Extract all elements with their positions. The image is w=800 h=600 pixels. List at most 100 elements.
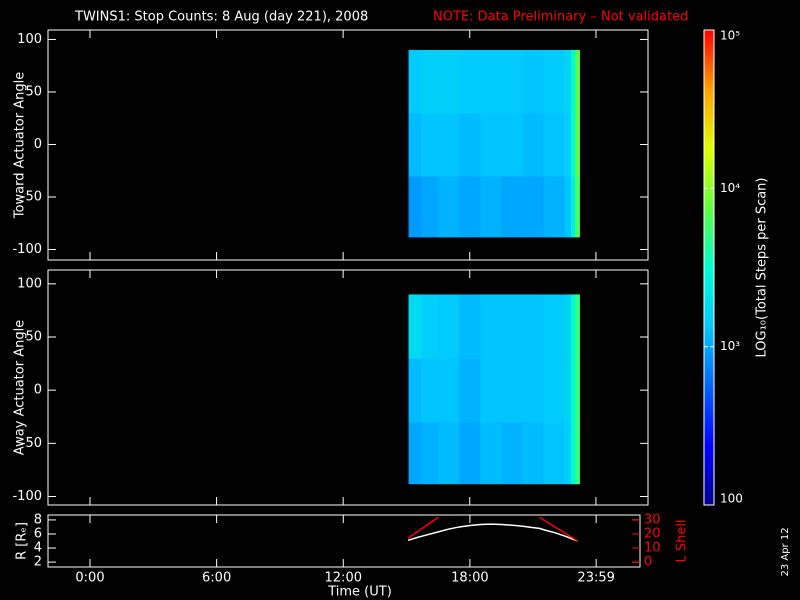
heat-cell [522,112,545,177]
heat-cell [408,294,422,359]
heat-cell [522,175,545,238]
y-tick-label: 100 [17,276,42,291]
y-tick-label: 50 [25,329,42,344]
y-tick-label: 4 [34,541,42,556]
heat-cell [408,422,422,485]
heat-cell [438,112,460,177]
heat-cell [575,49,580,114]
heat-cell [438,175,460,238]
heat-cell [421,175,439,238]
heat-cell [570,422,576,485]
heat-cell [421,422,439,485]
colorbar [703,29,715,506]
y2-tick-label: 20 [644,527,661,542]
note: NOTE: Data Preliminary – Not validated [433,10,688,25]
y-tick-label: 50 [25,84,42,99]
y-tick-label: -100 [12,489,42,504]
x-tick-label: 12:00 [325,571,362,586]
series-line [407,523,578,542]
heat-cell [570,358,576,423]
heat-cell [480,112,502,177]
heat-cell [501,112,523,177]
x-axis-label: Time (UT) [327,585,392,600]
heat-cell [501,358,523,423]
y-tick-label: 0 [34,137,42,152]
heat-cell [575,358,580,423]
y2-axis-label: L Shell [675,519,690,562]
heat-cell [480,422,502,485]
heat-cell [575,422,580,485]
colorbar-label: LOG₁₀(Total Steps per Scan) [755,178,770,358]
heat-cell [543,175,566,238]
heat-cell [480,175,502,238]
y-tick-label: 6 [34,526,42,541]
heat-cell [543,49,566,114]
heat-cell [480,49,502,114]
heat-cell [570,112,576,177]
y-tick-label: -100 [12,242,42,257]
heat-cell [522,49,545,114]
heat-cell [564,49,572,114]
heat-cell [570,294,576,359]
plot-area [407,516,578,542]
colorbar-tick-label: 100 [720,492,743,506]
heat-cell [564,358,572,423]
axis-frame [47,514,641,568]
heat-cell [421,294,439,359]
heat-cell [570,49,576,114]
heat-cell [459,112,481,177]
heat-cell [522,294,545,359]
heat-cell [522,358,545,423]
heat-cell [501,175,523,238]
heat-cell [438,358,460,423]
heat-cell [421,49,439,114]
series-line [407,516,578,542]
y-tick-label: 100 [17,32,42,47]
heat-cell [408,358,422,423]
heat-cell [543,112,566,177]
heat-cell [575,112,580,177]
date-stamp: 23 Apr 12 [780,527,791,576]
heat-cell [570,175,576,238]
heat-cell [522,422,545,485]
colorbar-tick-label: 10⁴ [720,181,740,195]
heat-cell [408,49,422,114]
heat-cell [543,294,566,359]
heat-cell [480,294,502,359]
y-tick-label: -50 [21,436,42,451]
heat-cell [459,49,481,114]
heat-cell [564,294,572,359]
y2-tick-label: 30 [644,513,661,528]
heat-cell [543,422,566,485]
heat-cell [438,422,460,485]
y-tick-label: 2 [34,555,42,570]
heat-cell [408,112,422,177]
y-tick-label: 8 [34,512,42,527]
y2-tick-label: 10 [644,540,661,555]
heat-cell [575,175,580,238]
heat-cell [564,175,572,238]
heat-cell [421,358,439,423]
axis-frame [47,269,649,506]
x-tick-label: 23:59 [577,571,614,586]
heat-cell [459,175,481,238]
y-tick-label: -50 [21,189,42,204]
y-tick-label: 0 [34,383,42,398]
heat-cell [575,294,580,359]
heat-cell [501,49,523,114]
x-tick-label: 0:00 [75,571,104,586]
plot-area [408,294,580,485]
heat-cell [564,422,572,485]
heat-cell [459,358,481,423]
heat-cell [438,294,460,359]
y-axis-label: Away Actuator Angle [13,320,28,455]
heat-cell [564,112,572,177]
heat-cell [459,422,481,485]
colorbar-tick-label: 10⁵ [720,29,740,43]
heat-cell [501,294,523,359]
y-axis-label: Toward Actuator Angle [13,72,28,219]
chart-title: TWINS1: Stop Counts: 8 Aug (day 221), 20… [74,10,368,25]
heat-cell [408,175,422,238]
